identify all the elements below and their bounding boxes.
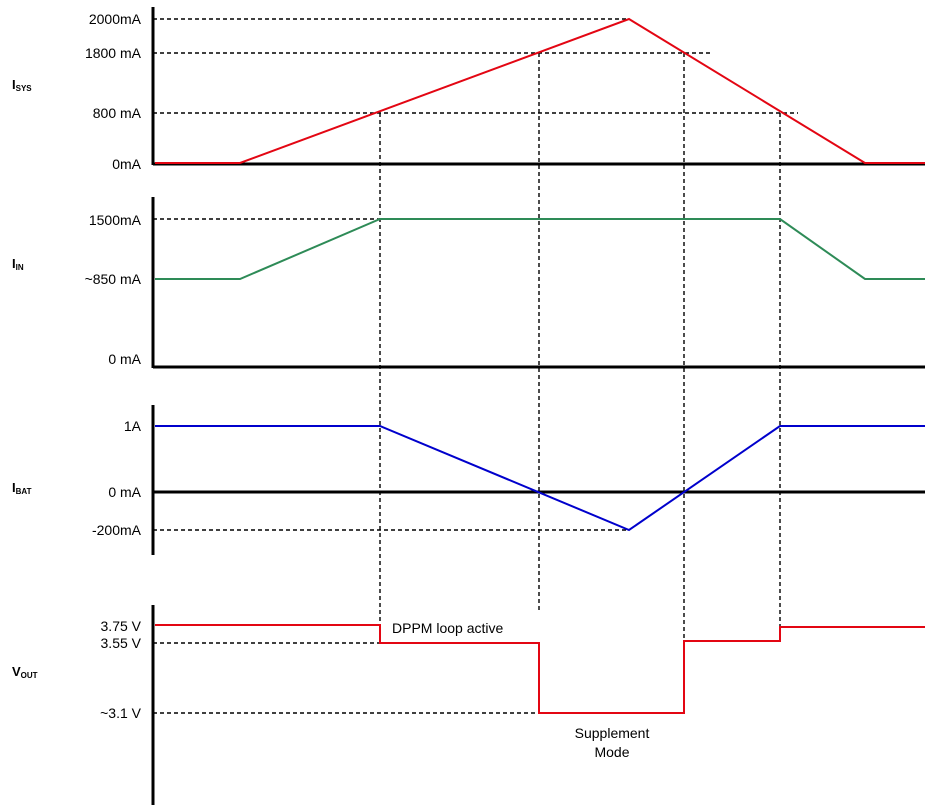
isys-trace <box>155 17 925 164</box>
ibat-tick-1a: 1A <box>124 418 142 434</box>
iin-trace <box>155 218 925 280</box>
isys-signal-label: ISYS <box>12 77 32 93</box>
supplement-annotation-line2: Mode <box>594 744 629 760</box>
iin-tick-850: ~850 mA <box>85 271 142 287</box>
iin-tick-0: 0 mA <box>108 351 141 367</box>
ibat-tick-0: 0 mA <box>108 484 141 500</box>
isys-tick-0: 0mA <box>112 156 141 172</box>
ibat-tick-neg200: -200mA <box>92 522 142 538</box>
ibat-signal-label: IBAT <box>12 480 32 496</box>
isys-tick-2000: 2000mA <box>89 11 142 27</box>
vout-trace <box>155 624 925 714</box>
vout-tick-375: 3.75 V <box>101 618 142 634</box>
iin-signal-label: IIN <box>12 256 24 272</box>
vout-tick-355: 3.55 V <box>101 635 142 651</box>
vertical-guides <box>379 53 781 641</box>
panel-iin: IIN 1500mA ~850 mA 0 mA <box>12 197 925 369</box>
supplement-annotation-line1: Supplement <box>575 725 650 741</box>
vout-signal-label: VOUT <box>12 664 38 680</box>
isys-tick-1800: 1800 mA <box>85 45 142 61</box>
panel-vout: VOUT 3.75 V 3.55 V ~3.1 V DPPM loop acti… <box>12 605 925 805</box>
panel-isys: ISYS 2000mA 1800 mA 800 mA 0mA <box>12 7 925 172</box>
panel-ibat: IBAT 1A 0 mA -200mA <box>12 405 925 555</box>
vout-tick-31: ~3.1 V <box>100 705 142 721</box>
isys-tick-800: 800 mA <box>93 105 142 121</box>
dppm-annotation: DPPM loop active <box>392 620 503 636</box>
iin-tick-1500: 1500mA <box>89 212 142 228</box>
ibat-trace <box>155 425 925 532</box>
